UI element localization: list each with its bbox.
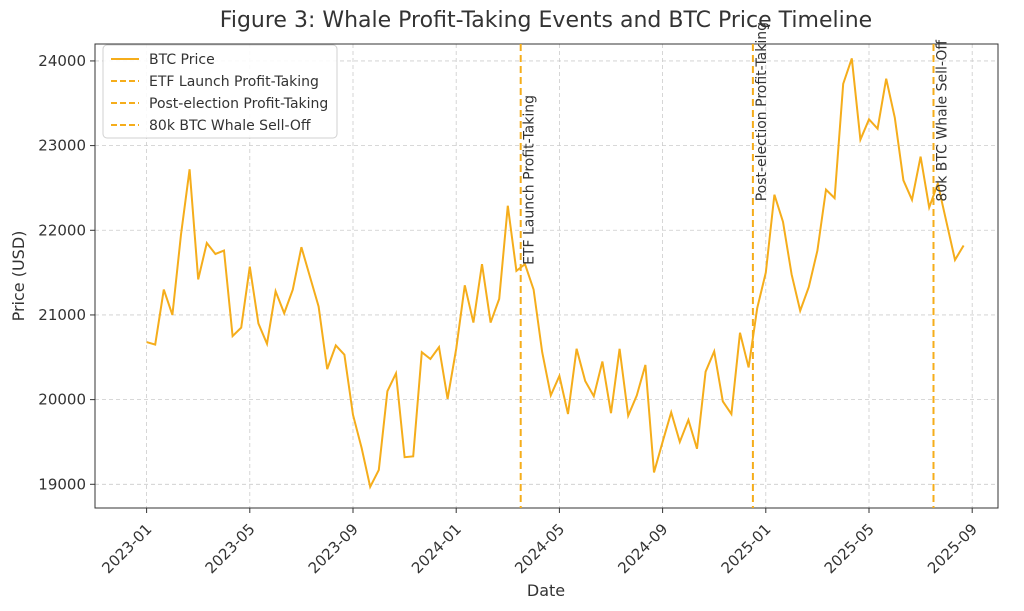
price-line [146,58,965,490]
x-tick-label: 2025-01 [718,520,775,577]
y-tick-label: 23000 [38,137,86,155]
event-annotation: Post-election Profit-Taking [754,22,770,201]
plot-frame [94,43,999,509]
y-axis-label: Price (USD) [9,231,28,322]
x-tick-label: 2025-05 [821,520,878,577]
x-tick-label: 2023-05 [202,520,259,577]
y-tick-label: 20000 [38,391,86,409]
y-tick-label: 21000 [38,306,86,324]
x-axis-label: Date [527,581,565,600]
y-tick-label: 19000 [38,475,86,493]
legend-label: ETF Launch Profit-Taking [149,74,319,90]
y-tick-label: 22000 [38,221,86,239]
x-tick-label: 2023-01 [98,520,155,577]
x-tick-label: 2025-09 [924,520,981,577]
y-tick-label: 24000 [38,52,86,70]
legend-box [102,44,338,139]
x-tick-label: 2023-09 [305,520,362,577]
legend-label: 80k BTC Whale Sell-Off [149,118,311,134]
event-annotation: 80k BTC Whale Sell-Off [935,40,951,202]
event-annotation: ETF Launch Profit-Taking [522,95,538,265]
x-tick-label: 2024-01 [408,520,465,577]
legend-label: Post-election Profit-Taking [149,96,328,112]
legend-label: BTC Price [149,52,215,68]
chart-title: Figure 3: Whale Profit-Taking Events and… [220,8,872,33]
x-tick-label: 2024-09 [614,520,671,577]
x-tick-label: 2024-05 [511,520,568,577]
